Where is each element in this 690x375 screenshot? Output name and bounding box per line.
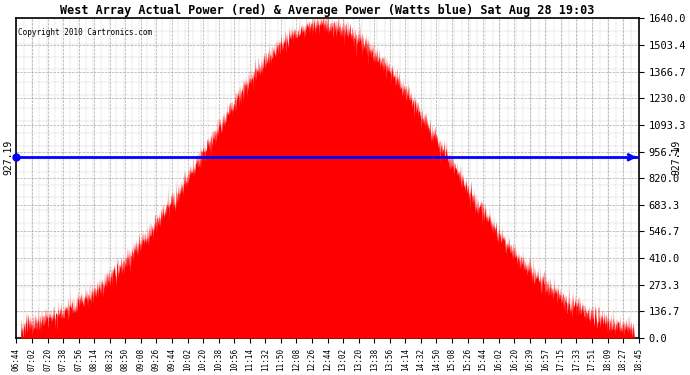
Text: 927.19: 927.19 <box>4 140 14 175</box>
Text: 927.19: 927.19 <box>671 140 682 175</box>
Title: West Array Actual Power (red) & Average Power (Watts blue) Sat Aug 28 19:03: West Array Actual Power (red) & Average … <box>60 4 595 17</box>
Text: Copyright 2010 Cartronics.com: Copyright 2010 Cartronics.com <box>18 28 152 37</box>
